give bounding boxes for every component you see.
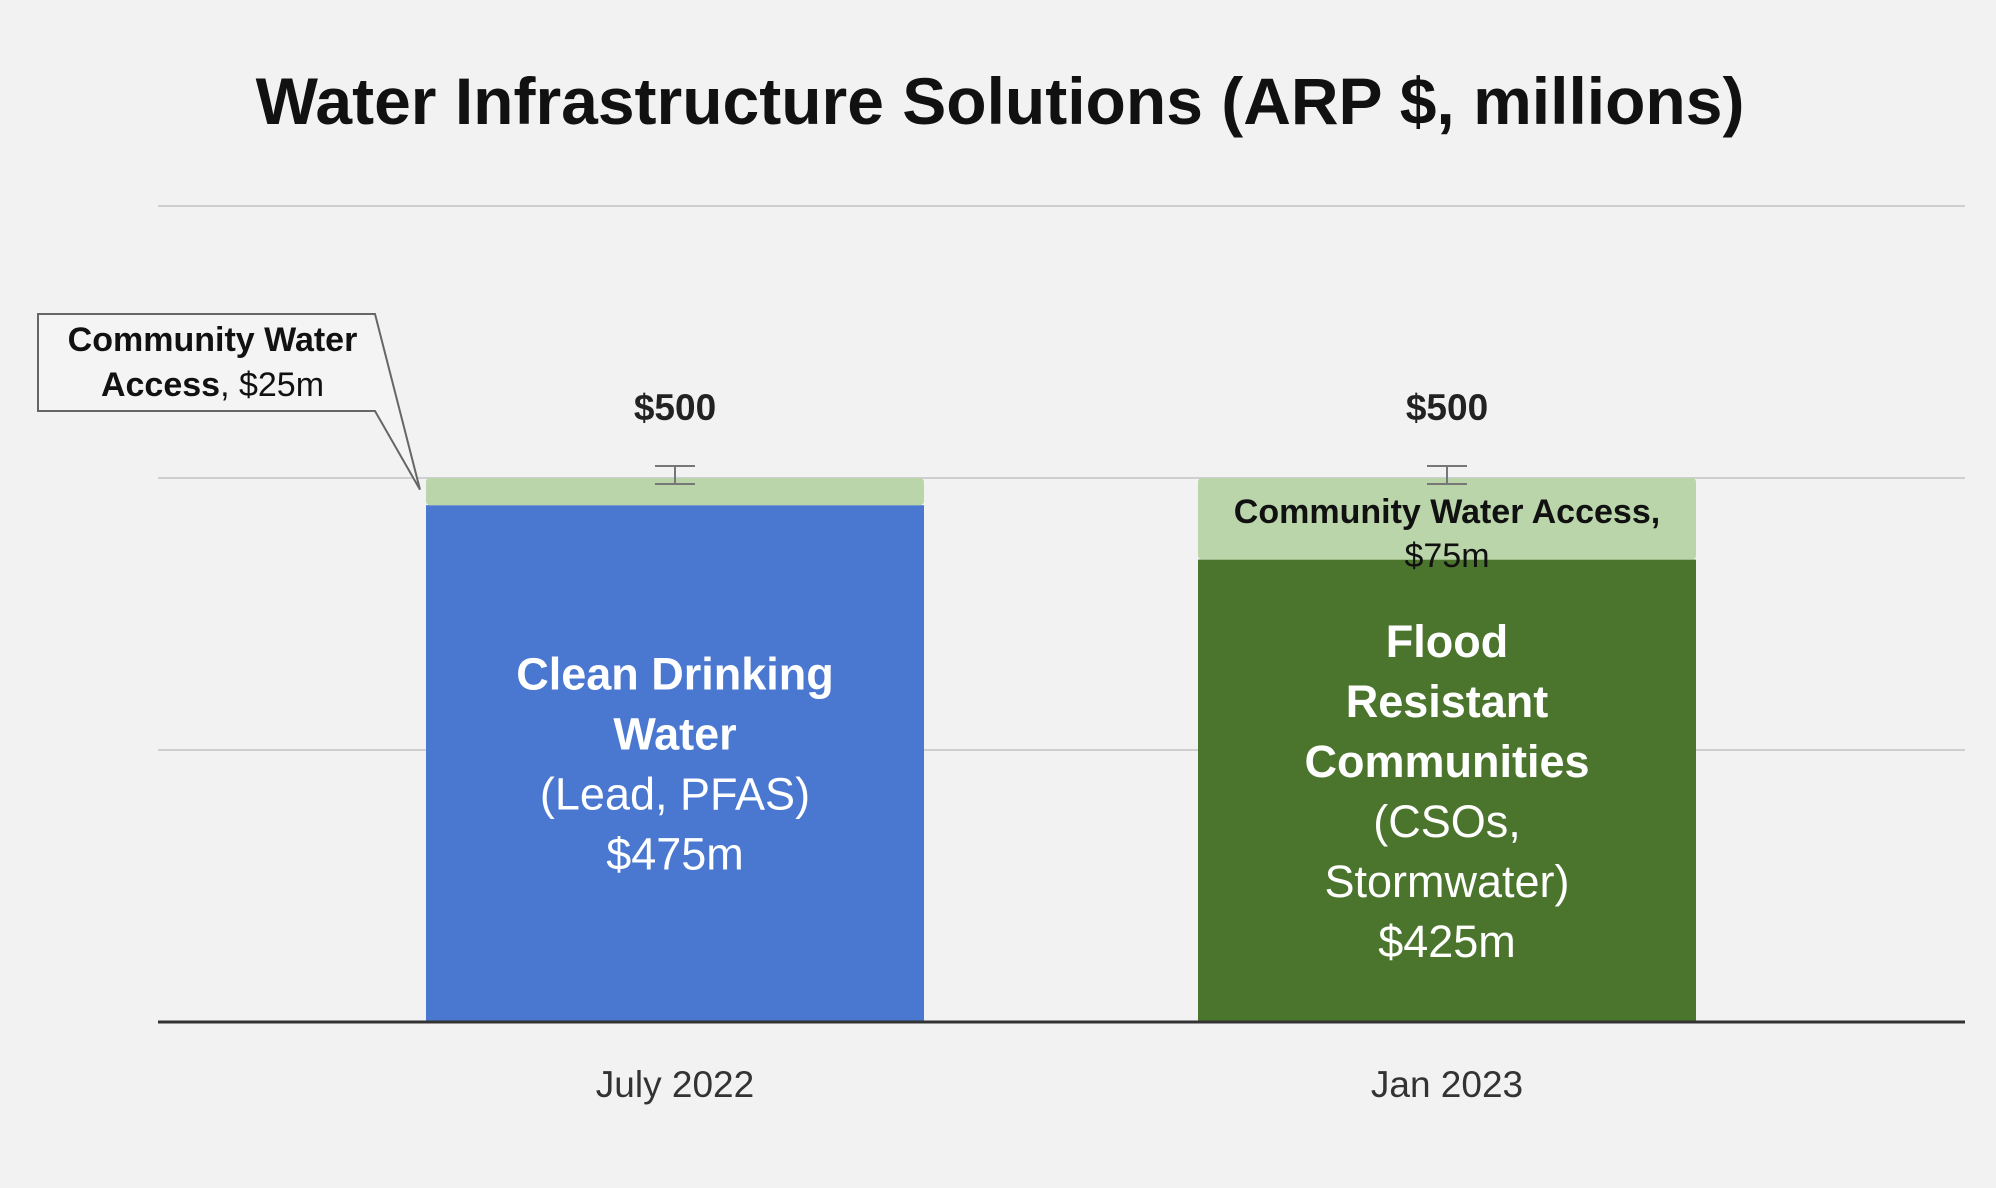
chart-title: Water Infrastructure Solutions (ARP $, m… (256, 64, 1745, 138)
callout-shape (37, 313, 421, 491)
total-label: $500 (634, 387, 716, 428)
segment-label-line: $425m (1378, 916, 1516, 967)
segment-label-line: (CSOs, (1373, 796, 1521, 847)
bar-segment-community-water-access (1198, 478, 1696, 560)
segment-label-line: (Lead, PFAS) (540, 769, 810, 820)
segment-label-line: Resistant (1346, 676, 1549, 727)
callout-line-2: Access, $25m (101, 366, 324, 404)
error-bar-marker (655, 465, 695, 485)
bars (426, 478, 1696, 1022)
total-label: $500 (1406, 387, 1488, 428)
bar-segment-flood-resistant-communities (1198, 559, 1696, 1022)
community-access-value: $75m (1404, 537, 1489, 575)
bar-labels: $500 Clean Drinking Water (Lead, PFAS) $475m… (37, 313, 1660, 967)
segment-label-line: Communities (1304, 736, 1589, 787)
error-bar-marker (1427, 465, 1467, 485)
community-access-callout: Community Water Access, $25m (37, 313, 421, 491)
segment-label-line: Stormwater) (1324, 856, 1569, 907)
x-tick-label: July 2022 (596, 1064, 754, 1105)
segment-label-line: $475m (606, 829, 744, 880)
segment-label-line: Water (613, 709, 736, 760)
bar-segment-community-water-access (426, 478, 924, 506)
callout-line-1: Community Water (68, 321, 358, 359)
x-axis: July 2022 Jan 2023 (158, 1020, 1965, 1105)
segment-label-line: Clean Drinking (516, 649, 834, 700)
segment-label-line: Flood (1386, 616, 1508, 667)
community-access-label: Community Water Access, (1234, 493, 1660, 531)
bar-segment-clean-drinking-water (426, 505, 924, 1022)
x-tick-label: Jan 2023 (1371, 1064, 1523, 1105)
